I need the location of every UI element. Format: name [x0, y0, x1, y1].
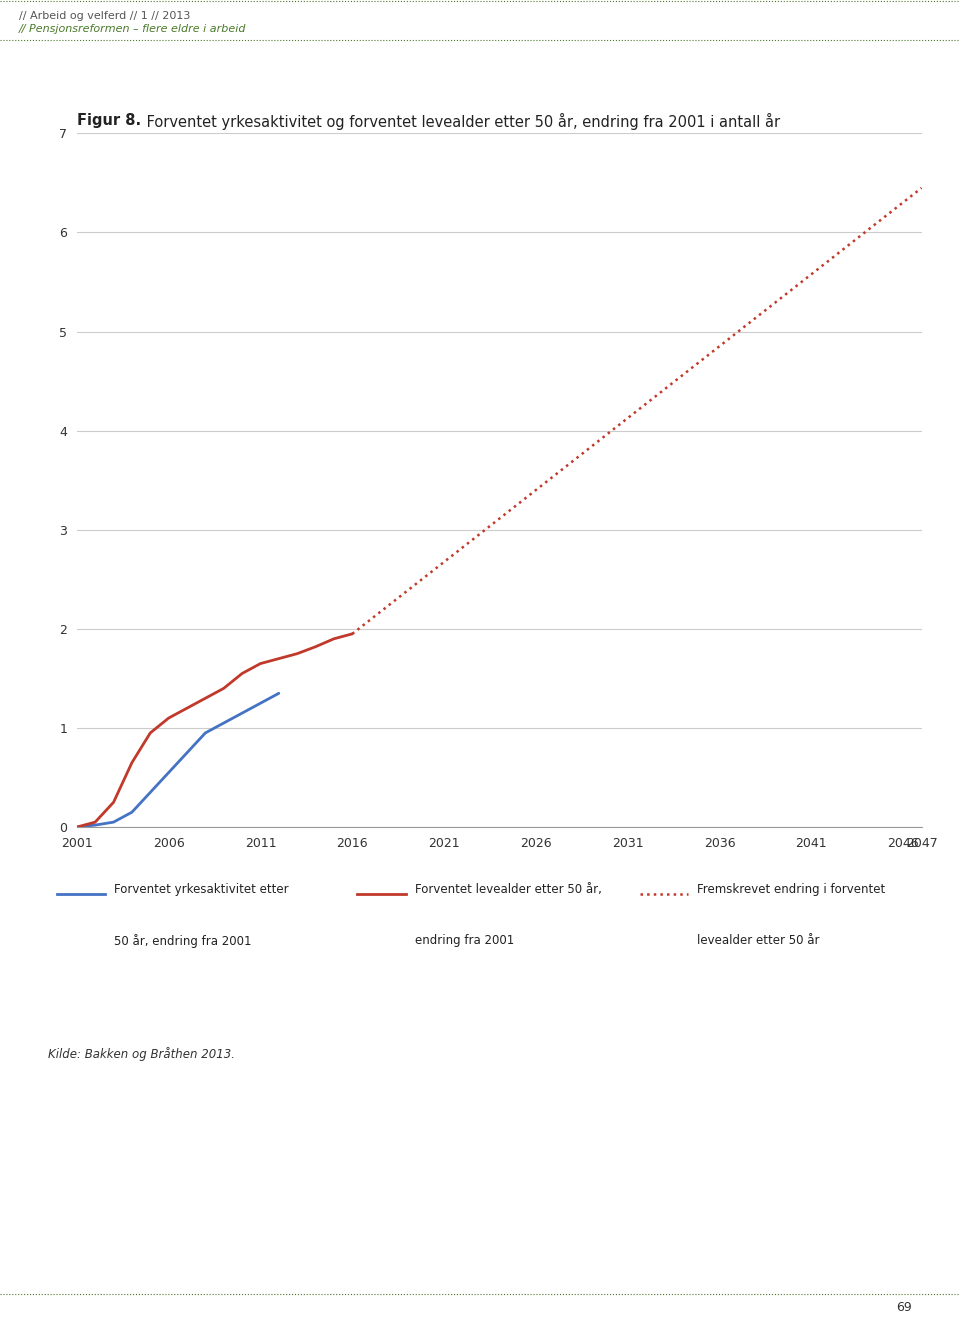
Text: Figur 8.: Figur 8. [77, 113, 141, 128]
Text: Forventet yrkesaktivitet etter: Forventet yrkesaktivitet etter [114, 883, 289, 895]
Text: endring fra 2001: endring fra 2001 [415, 934, 514, 947]
Text: // Pensjonsreformen – flere eldre i arbeid: // Pensjonsreformen – flere eldre i arbe… [19, 24, 247, 33]
Text: Forventet levealder etter 50 år,: Forventet levealder etter 50 år, [415, 883, 601, 895]
Text: Forventet yrkesaktivitet og forventet levealder etter 50 år, endring fra 2001 i : Forventet yrkesaktivitet og forventet le… [142, 113, 780, 131]
Text: 69: 69 [897, 1301, 912, 1314]
Point [51, 886, 62, 902]
Point [351, 886, 363, 902]
Text: // Arbeid og velferd // 1 // 2013: // Arbeid og velferd // 1 // 2013 [19, 11, 191, 20]
Point [400, 886, 412, 902]
Text: 50 år, endring fra 2001: 50 år, endring fra 2001 [114, 934, 252, 947]
Text: Kilde: Bakken og Bråthen 2013.: Kilde: Bakken og Bråthen 2013. [48, 1047, 235, 1061]
Text: levealder etter 50 år: levealder etter 50 år [697, 934, 820, 947]
Point [683, 886, 694, 902]
Text: Fremskrevet endring i forventet: Fremskrevet endring i forventet [697, 883, 885, 895]
Point [100, 886, 111, 902]
Point [634, 886, 645, 902]
